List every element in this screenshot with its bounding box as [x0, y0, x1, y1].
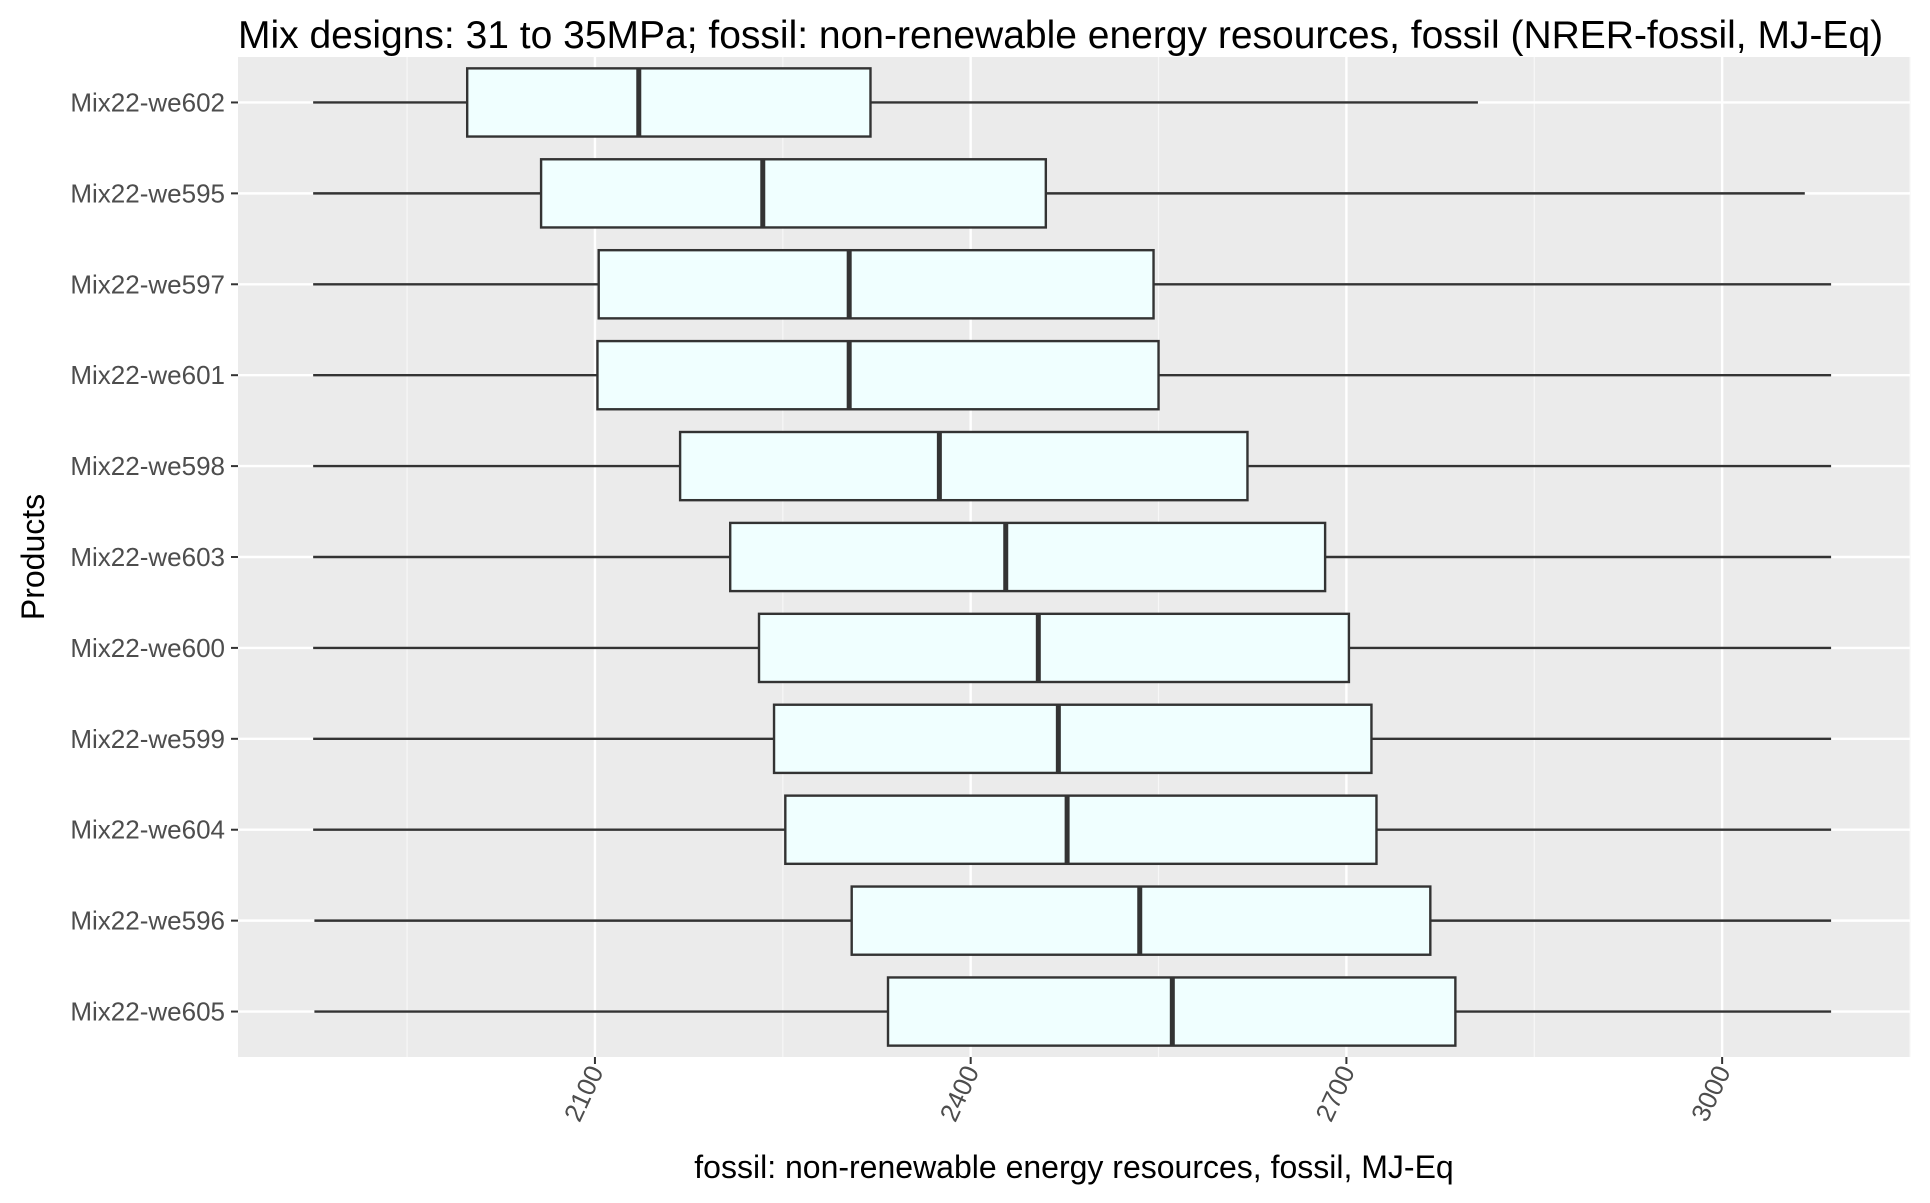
- box-iqr: [772, 703, 1373, 775]
- x-tick-label: 2100: [558, 1061, 610, 1126]
- y-tick-label: Mix22-we605: [70, 997, 225, 1027]
- chart-title: Mix designs: 31 to 35MPa; fossil: non-re…: [238, 14, 1883, 57]
- y-tick-label: Mix22-we602: [70, 87, 225, 117]
- box-iqr: [678, 430, 1249, 502]
- x-axis-title: fossil: non-renewable energy resources, …: [694, 1149, 1453, 1185]
- y-tick-label: Mix22-we601: [70, 360, 225, 390]
- y-tick-label: Mix22-we596: [70, 906, 225, 936]
- x-tick-label: 3000: [1685, 1061, 1737, 1126]
- x-axis: 2100 2400 2700 3000: [558, 1057, 1737, 1126]
- box-iqr: [596, 339, 1160, 411]
- box-iqr: [597, 248, 1155, 320]
- boxes: [313, 67, 1832, 1047]
- y-tick-label: Mix22-we604: [70, 815, 225, 845]
- box-iqr: [784, 794, 1378, 866]
- x-tick-label: 2400: [933, 1061, 985, 1126]
- y-tick-label: Mix22-we600: [70, 633, 225, 663]
- box-iqr: [465, 67, 872, 138]
- box-iqr: [757, 612, 1351, 684]
- x-tick-label: 2700: [1309, 1061, 1361, 1126]
- y-axis-title: Products: [15, 494, 51, 620]
- y-tick-label: Mix22-we599: [70, 724, 225, 754]
- box-iqr: [729, 521, 1327, 593]
- y-tick-label: Mix22-we603: [70, 542, 225, 572]
- y-axis: Mix22-we602 Mix22-we595 Mix22-we597 Mix22-w…: [70, 87, 238, 1027]
- y-tick-label: Mix22-we598: [70, 451, 225, 481]
- y-tick-label: Mix22-we597: [70, 269, 225, 299]
- y-tick-label: Mix22-we595: [70, 178, 225, 208]
- box-iqr: [539, 158, 1048, 229]
